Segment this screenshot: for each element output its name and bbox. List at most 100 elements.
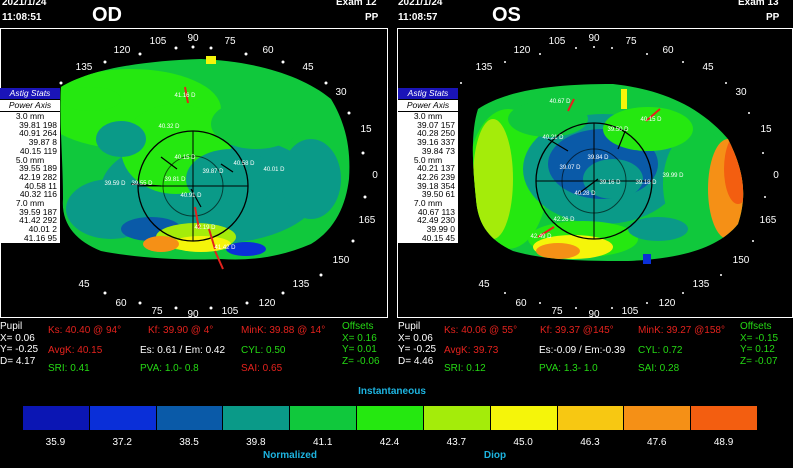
od-angle-120: 120 xyxy=(114,45,131,56)
od-val-2: 40.32 D xyxy=(158,124,180,130)
os-val-1: 40.67 D xyxy=(549,99,571,105)
os-angle-120b: 120 xyxy=(659,298,676,309)
os-val-5: 39.84 D xyxy=(587,155,609,161)
os-val-3: 39.50 D xyxy=(607,127,629,133)
od-date: 2021/1/24 xyxy=(2,0,47,8)
od-stats-group-3: 7.0 mm 39.59 187 41.42 292 40.01 2 41.16… xyxy=(0,199,60,243)
os-topography-map[interactable]: 90 105 75 120 60 135 45 150 30 15 0 165 … xyxy=(397,28,793,320)
os-angle-60b: 60 xyxy=(515,298,527,309)
legend-value: 43.7 xyxy=(446,437,467,448)
os-pupil-d: D= 4.46 xyxy=(398,355,434,367)
os-offset-y: Y= 0.12 xyxy=(740,344,775,355)
os-stat-row: 42.49 230 xyxy=(417,215,455,226)
od-stat-row: 40.58 11 xyxy=(24,180,57,191)
od-mm-7: 7.0 mm xyxy=(15,198,45,209)
os-pupil-block: Pupil X= 0.06 Y= -0.25 D= 4.46 xyxy=(398,321,436,367)
os-angle-15: 15 xyxy=(760,124,772,135)
os-eye-label: OS xyxy=(492,4,521,26)
od-power-tab[interactable]: Power Axis xyxy=(0,100,60,112)
od-offset-z: Z= -0.06 xyxy=(342,355,380,367)
os-val-6: 39.07 D xyxy=(559,165,581,171)
od-val-6: 39.87 D xyxy=(202,169,224,175)
os-astig-tab[interactable]: Astig Stats xyxy=(398,88,458,100)
os-mink: MinK: 39.27 @158° xyxy=(638,325,725,336)
legend-swatch xyxy=(289,405,358,431)
od-angle-45b: 45 xyxy=(78,279,90,290)
legend-swatch xyxy=(556,405,625,431)
os-date: 2021/1/24 xyxy=(398,0,443,8)
os-avgk: AvgK: 39.73 xyxy=(444,345,499,356)
od-angle-60b: 60 xyxy=(115,298,127,309)
os-stat-row: 39.18 354 xyxy=(417,180,455,191)
legend-normalized-caption[interactable]: Normalized xyxy=(263,450,317,461)
od-astig-stats: Astig Stats Power Axis 3.0 mm 39.81 198 … xyxy=(0,88,60,243)
os-exam: Exam 13 xyxy=(738,0,779,8)
od-angle-135b: 135 xyxy=(293,279,310,290)
od-stat-row: 40.32 116 xyxy=(19,189,57,200)
legend-swatch xyxy=(22,405,90,431)
od-sri: SRI: 0.41 xyxy=(48,363,90,374)
od-stat-row: 39.59 187 xyxy=(19,206,57,217)
od-stat-row: 41.42 292 xyxy=(19,215,57,226)
od-angle-165: 165 xyxy=(359,215,376,226)
od-time: 11:08:51 xyxy=(2,12,42,23)
os-stats-group-2: 5.0 mm 40.21 137 42.26 239 39.18 354 39.… xyxy=(398,155,458,200)
legend-swatch xyxy=(690,405,758,431)
legend-diop-caption: Diop xyxy=(483,450,507,461)
od-user: PP xyxy=(365,12,379,23)
od-mink: MinK: 39.88 @ 14° xyxy=(241,325,326,336)
od-es-em: Es: 0.61 / Em: 0.42 xyxy=(140,345,226,356)
od-angle-105: 105 xyxy=(150,36,167,47)
os-sai: SAI: 0.28 xyxy=(638,363,680,374)
od-pupil-label: Pupil xyxy=(0,321,23,332)
legend-value: 38.5 xyxy=(179,437,199,448)
os-angle-45: 45 xyxy=(702,62,714,73)
os-stat-row: 40.28 250 xyxy=(417,128,455,139)
od-topography-map[interactable]: 90 105 75 120 60 135 45 150 30 15 0 165 … xyxy=(0,28,388,320)
os-angle-150b: 150 xyxy=(733,255,750,266)
od-stat-row: 40.15 119 xyxy=(19,145,57,156)
os-angle-105b: 105 xyxy=(622,306,639,317)
os-offsets-label: Offsets xyxy=(740,321,772,332)
od-angle-75: 75 xyxy=(224,36,236,47)
od-offsets-block: Offsets X= 0.16 Y= 0.01 Z= -0.06 xyxy=(342,321,380,367)
od-angle-60: 60 xyxy=(262,45,274,56)
od-stat-row: 40.91 264 xyxy=(19,128,57,139)
os-val-12: 42.49 D xyxy=(530,234,552,240)
od-sai: SAI: 0.65 xyxy=(241,363,283,374)
od-stats-group-2: 5.0 mm 39.55 189 42.19 282 40.58 11 40.3… xyxy=(0,154,60,200)
od-eye-label: OD xyxy=(92,4,122,26)
legend-swatch xyxy=(222,405,291,431)
os-cyl: CYL: 0.72 xyxy=(638,345,683,356)
od-pupil-y: Y= -0.25 xyxy=(0,344,39,355)
od-stat-row: 39.87 8 xyxy=(28,137,57,148)
od-val-11: 42.19 D xyxy=(194,225,216,231)
os-angle-30: 30 xyxy=(735,87,747,98)
od-angle-75b: 75 xyxy=(151,306,163,317)
os-stat-row: 39.50 61 xyxy=(421,189,455,200)
od-angle-30: 30 xyxy=(335,87,347,98)
os-angle-135: 135 xyxy=(476,62,493,73)
os-stat-row: 39.84 73 xyxy=(421,145,455,156)
legend-swatch xyxy=(422,405,491,431)
os-sri: SRI: 0.12 xyxy=(444,363,486,374)
legend-swatch xyxy=(88,405,157,431)
legend-value: 41.1 xyxy=(312,437,333,448)
os-pva: PVA: 1.3- 1.0 xyxy=(539,363,598,374)
legend-swatch xyxy=(356,405,424,431)
od-stat-row: 42.19 282 xyxy=(19,171,57,182)
legend-value: 35.9 xyxy=(45,437,66,448)
os-power-tab[interactable]: Power Axis xyxy=(398,100,458,112)
od-mm-5: 5.0 mm xyxy=(15,154,45,165)
od-angle-120b: 120 xyxy=(259,298,276,309)
od-offset-y: Y= 0.01 xyxy=(342,344,377,355)
os-angle-0: 0 xyxy=(773,170,779,181)
od-exam: Exam 12 xyxy=(336,0,377,8)
od-astig-tab[interactable]: Astig Stats xyxy=(0,88,60,100)
os-kf: Kf: 39.37 @145° xyxy=(540,325,614,336)
od-angle-15: 15 xyxy=(360,124,372,135)
os-ks: Ks: 40.06 @ 55° xyxy=(444,325,518,336)
os-val-2: 40.15 D xyxy=(640,117,662,123)
legend-value: 48.9 xyxy=(713,437,734,448)
os-stats-group-3: 7.0 mm 40.67 113 42.49 230 39.99 0 40.15… xyxy=(398,199,458,243)
